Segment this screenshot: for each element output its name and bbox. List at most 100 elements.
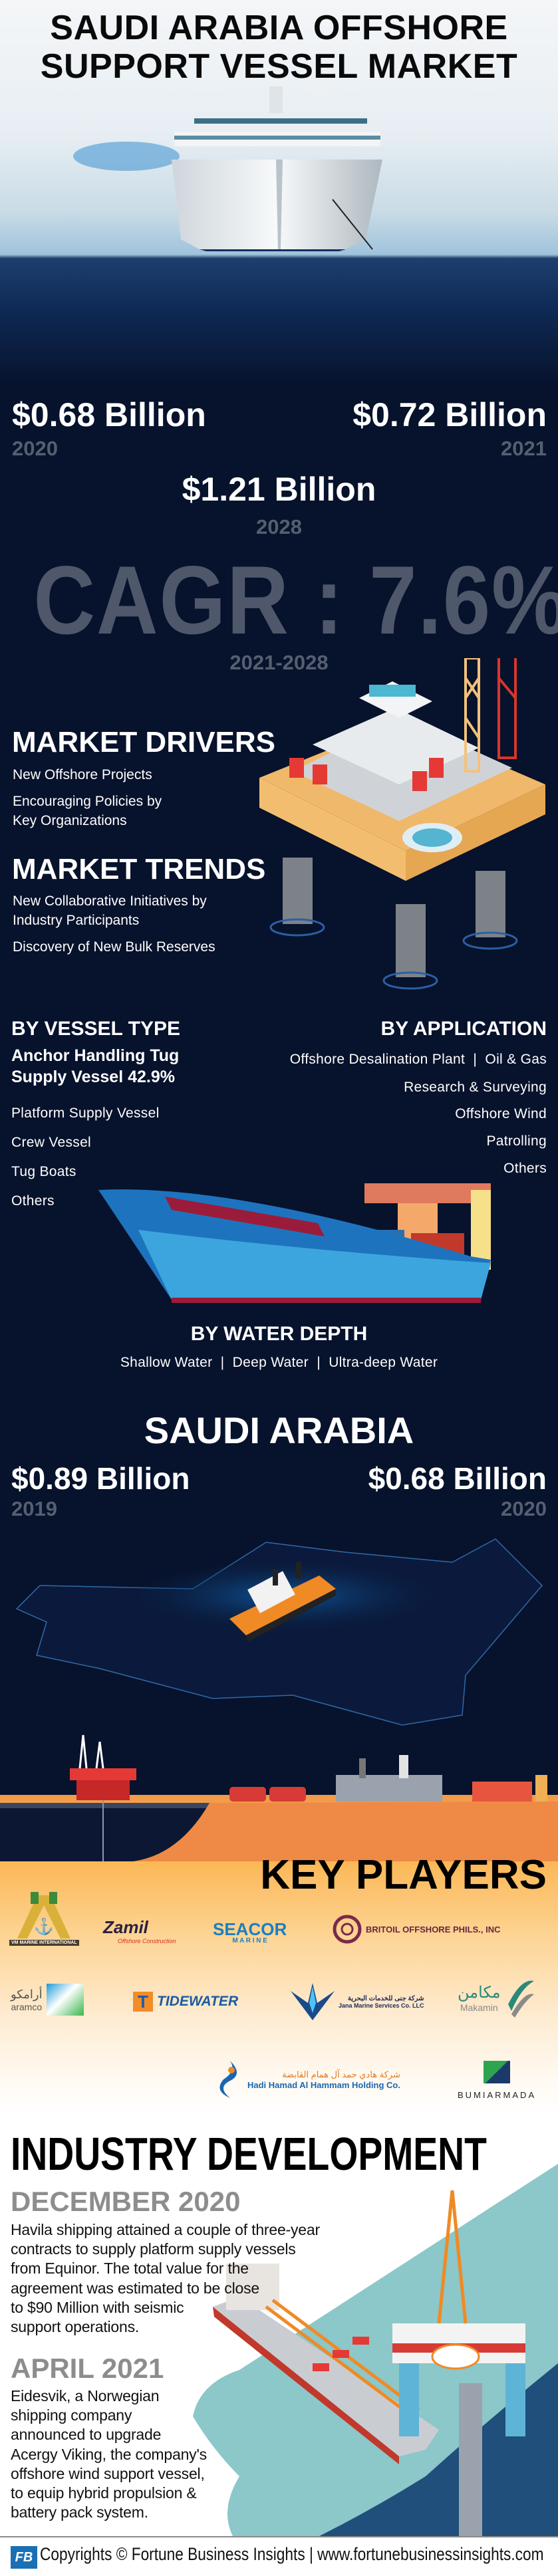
- vessel-type-highlight: Anchor Handling Tug Supply Vessel 42.9%: [11, 1045, 179, 1088]
- market-value-2020: $0.68 Billion: [12, 396, 206, 433]
- text-line: shipping company: [11, 2406, 132, 2424]
- event-description: Eidesvik, a Norwegian shipping company a…: [11, 2387, 207, 2522]
- application-item: Offshore Desalination Plant | Oil & Gas: [289, 1052, 547, 1067]
- vessel-type-item: Platform Supply Vessel: [11, 1106, 160, 1121]
- text-line: support operations.: [11, 2318, 140, 2336]
- britoil-emblem: [333, 1915, 362, 1944]
- jana-arabic: شركة جنى للخدمات البحرية: [347, 1994, 424, 2002]
- aramco-text: أرامكو aramco: [11, 1988, 43, 2012]
- aramco-logo: أرامكو aramco: [11, 1984, 84, 2016]
- cagr-period: 2021-2028: [229, 651, 329, 674]
- cargo-ship-illustration: [98, 1183, 491, 1303]
- event-date: APRIL 2021: [11, 2353, 164, 2384]
- text-line: Eidesvik, a Norwegian: [11, 2387, 160, 2404]
- cagr-value: CAGR : 7.6%: [33, 546, 558, 654]
- makamin-arabic: مكامن: [458, 1983, 501, 2002]
- vessel-type-item: Crew Vessel: [11, 1135, 92, 1150]
- bumi-armada-name: BUMIARMADA: [458, 2090, 537, 2100]
- hadi-hammam-emblem: [219, 2061, 237, 2098]
- saudi-year-2019: 2019: [11, 1497, 57, 1520]
- vessel-type-item: Others: [11, 1193, 55, 1209]
- aramco-name: aramco: [11, 2001, 43, 2012]
- water-depth-items: Shallow Water | Deep Water | Ultra-deep …: [120, 1355, 438, 1370]
- seacor-logo: SEACOR M A R I N E: [213, 1921, 287, 1944]
- tidewater-emblem: T: [133, 1992, 153, 2012]
- application-item: Research & Surveying: [404, 1080, 547, 1095]
- trend-item: Industry Participants: [13, 913, 140, 928]
- offshore-platform-illustration: [193, 2164, 558, 2536]
- vessel-type-item: Tug Boats: [11, 1164, 76, 1179]
- text-line: offshore wind support vessel,: [11, 2464, 205, 2482]
- market-year-2021: 2021: [501, 437, 547, 460]
- market-year-2020: 2020: [12, 437, 58, 460]
- event-date: DECEMBER 2020: [11, 2186, 241, 2217]
- hadi-hammam-logo: شركة هادي حمد آل همام القابضة Hadi Hamad …: [217, 2061, 400, 2098]
- industry-development-heading: INDUSTRY DEVELOPMENT: [11, 2128, 487, 2180]
- market-drivers-heading: MARKET DRIVERS: [12, 726, 276, 759]
- application-heading: BY APPLICATION: [380, 1018, 547, 1040]
- text-line: to $90 Million with seismic: [11, 2298, 184, 2316]
- text-line: battery pack system.: [11, 2504, 148, 2521]
- oil-rig-illustration: [259, 658, 545, 990]
- zamil-logo: Zamil Offshore Construction: [103, 1917, 176, 1944]
- saudi-value-2020: $0.68 Billion: [368, 1461, 547, 1496]
- driver-item: Key Organizations: [13, 813, 127, 828]
- britoil-name: BRITOIL OFFSHORE PHILS., INC: [366, 1924, 501, 1934]
- zamil-name: Zamil: [103, 1917, 148, 1937]
- text-line: agreement was estimated to be close: [11, 2279, 259, 2297]
- copyright-text: Copyrights © Fortune Business Insights |…: [40, 2544, 544, 2564]
- highlight-line: Supply Vessel 42.9%: [11, 1068, 175, 1086]
- market-year-2028: 2028: [256, 515, 302, 538]
- jana-emblem: [291, 1983, 335, 2020]
- application-item: Offshore Wind: [455, 1106, 547, 1121]
- text-line: Acergy Viking, the company's: [11, 2445, 207, 2463]
- vessel-type-heading: BY VESSEL TYPE: [11, 1018, 180, 1040]
- text-line: from Equinor. The total value for the: [11, 2260, 249, 2278]
- seacor-name: SEACOR: [213, 1919, 287, 1939]
- jana-name: Jana Marine Services Co. LLC: [339, 2002, 424, 2009]
- driver-item: Encouraging Policies by: [13, 794, 162, 809]
- market-trends-heading: MARKET TRENDS: [12, 853, 266, 885]
- hero-image: [0, 0, 558, 386]
- trend-item: New Collaborative Initiatives by: [13, 893, 207, 909]
- page-title: SAUDI ARABIA OFFSHORE: [50, 9, 508, 47]
- bumi-armada-logo: BUMIARMADA: [458, 2061, 536, 2100]
- event-description: Havila shipping attained a couple of thr…: [11, 2220, 320, 2337]
- water-depth-heading: BY WATER DEPTH: [190, 1323, 368, 1345]
- market-value-2028: $1.21 Billion: [182, 471, 376, 508]
- tidewater-name: TIDEWATER: [157, 1994, 239, 2009]
- footer: [0, 2536, 558, 2576]
- hadi-name: Hadi Hamad Al Hammam Holding Co.: [247, 2079, 400, 2090]
- seacor-sub: M A R I N E: [232, 1937, 267, 1944]
- driver-item: New Offshore Projects: [13, 767, 152, 782]
- industrial-scene-illustration: [0, 1734, 558, 1861]
- application-item: Others: [503, 1161, 547, 1176]
- vm-marine-name: VM MARINE INTERNATIONAL: [9, 1940, 79, 1946]
- aramco-emblem: [46, 1984, 84, 2016]
- britoil-logo: BRITOIL OFFSHORE PHILS., INC: [333, 1915, 500, 1944]
- application-item: Patrolling: [486, 1133, 547, 1149]
- tidewater-logo: T TIDEWATER: [133, 1992, 238, 2012]
- aramco-arabic: أرامكو: [11, 1987, 43, 2001]
- saudi-map-illustration: [15, 1538, 543, 1726]
- text-line: contracts to supply platform supply vess…: [11, 2240, 296, 2258]
- vessel-icon: [229, 1562, 336, 1642]
- market-value-2021: $0.72 Billion: [352, 396, 547, 433]
- saudi-year-2020: 2020: [501, 1497, 547, 1520]
- makamin-emblem: [507, 1980, 534, 2018]
- hadi-arabic: شركة هادي حمد آل همام القابضة: [282, 2069, 400, 2079]
- key-players-heading: KEY PLAYERS: [260, 1852, 547, 1898]
- text-line: to equip hybrid propulsion &: [11, 2484, 197, 2502]
- saudi-heading: SAUDI ARABIA: [144, 1409, 414, 1451]
- page-title-line2: SUPPORT VESSEL MARKET: [40, 47, 518, 86]
- cruise-ship-illustration: [73, 69, 382, 251]
- fortune-business-insights-logo: FB: [11, 2546, 37, 2569]
- saudi-value-2019: $0.89 Billion: [11, 1461, 190, 1496]
- svg-text:⚓: ⚓: [34, 1917, 54, 1936]
- highlight-line: Anchor Handling Tug: [11, 1046, 180, 1065]
- vm-marine-logo: ⚓ VM MARINE INTERNATIONAL: [9, 1892, 79, 1946]
- text-line: announced to upgrade: [11, 2426, 162, 2444]
- bumi-armada-emblem: [484, 2061, 511, 2083]
- makamin-logo: مكامن Makamin: [458, 1978, 534, 2018]
